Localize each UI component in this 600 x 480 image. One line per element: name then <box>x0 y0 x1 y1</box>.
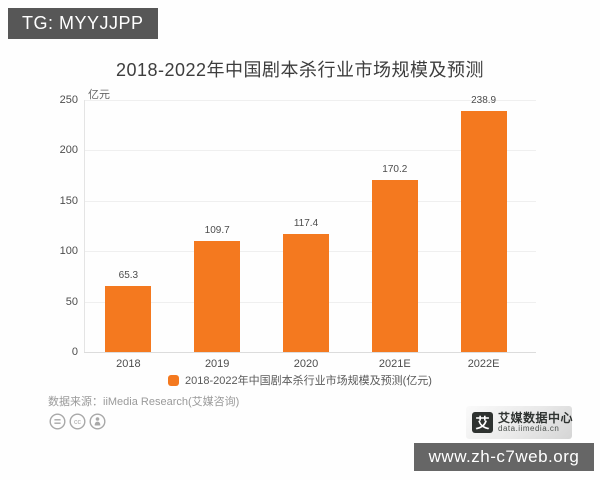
x-axis-label: 2020 <box>293 358 319 370</box>
bar-value-label: 65.3 <box>118 270 139 282</box>
iimedia-logo-domain: data.iimedia.cn <box>498 423 560 433</box>
legend-marker-icon <box>168 374 180 386</box>
bar-2018 <box>105 286 152 352</box>
bar-2021E <box>371 180 418 352</box>
person-icon <box>89 413 106 430</box>
bar-value-label: 117.4 <box>293 217 319 229</box>
gridline <box>84 150 536 152</box>
gridline <box>84 200 536 202</box>
y-axis-line <box>84 100 85 352</box>
license-icons: cc <box>49 413 106 430</box>
x-axis-line <box>84 352 536 353</box>
equals-icon <box>49 413 66 430</box>
tg-badge: TG: MYYJJPP <box>8 8 158 39</box>
x-axis-label: 2021E <box>378 358 411 370</box>
y-axis-unit-label: 亿元 <box>88 89 110 101</box>
y-axis-tick-label: 150 <box>59 194 78 207</box>
y-axis-tick-label: 250 <box>59 94 78 106</box>
svg-text:cc: cc <box>74 419 82 426</box>
x-axis-label: 2018 <box>116 358 141 370</box>
chart-title: 2018-2022年中国剧本杀行业市场规模及预测 <box>115 60 485 80</box>
legend-label: 2018-2022年中国剧本杀行业市场规模及预测(亿元) <box>185 375 432 387</box>
cc-icon: cc <box>69 413 86 430</box>
bar-2020 <box>283 233 329 352</box>
bar-2022E <box>460 111 507 352</box>
gridline <box>84 100 536 101</box>
y-axis-tick-label: 200 <box>59 144 78 157</box>
watermark-badge: www.zh-c7web.org <box>414 443 594 471</box>
bar-value-label: 238.9 <box>471 95 497 107</box>
iimedia-logo-name: 艾媒数据中心 <box>498 410 574 425</box>
data-source-text: 数据来源：iiMedia Research(艾媒咨询) <box>48 396 240 408</box>
y-axis-tick-label: 50 <box>65 295 78 308</box>
y-axis-tick-label: 0 <box>71 346 78 358</box>
y-axis-tick-label: 100 <box>59 245 78 258</box>
x-axis-label: 2022E <box>467 358 500 370</box>
iimedia-logo-mark: 艾 <box>472 412 493 433</box>
x-axis-label: 2019 <box>204 358 230 370</box>
bar-2019 <box>194 241 241 352</box>
chart-legend: 2018-2022年中国剧本杀行业市场规模及预测(亿元) <box>0 372 600 388</box>
iimedia-logo: 艾 艾媒数据中心 data.iimedia.cn <box>466 406 574 439</box>
bar-value-label: 170.2 <box>382 164 408 176</box>
bar-value-label: 109.7 <box>204 225 230 237</box>
